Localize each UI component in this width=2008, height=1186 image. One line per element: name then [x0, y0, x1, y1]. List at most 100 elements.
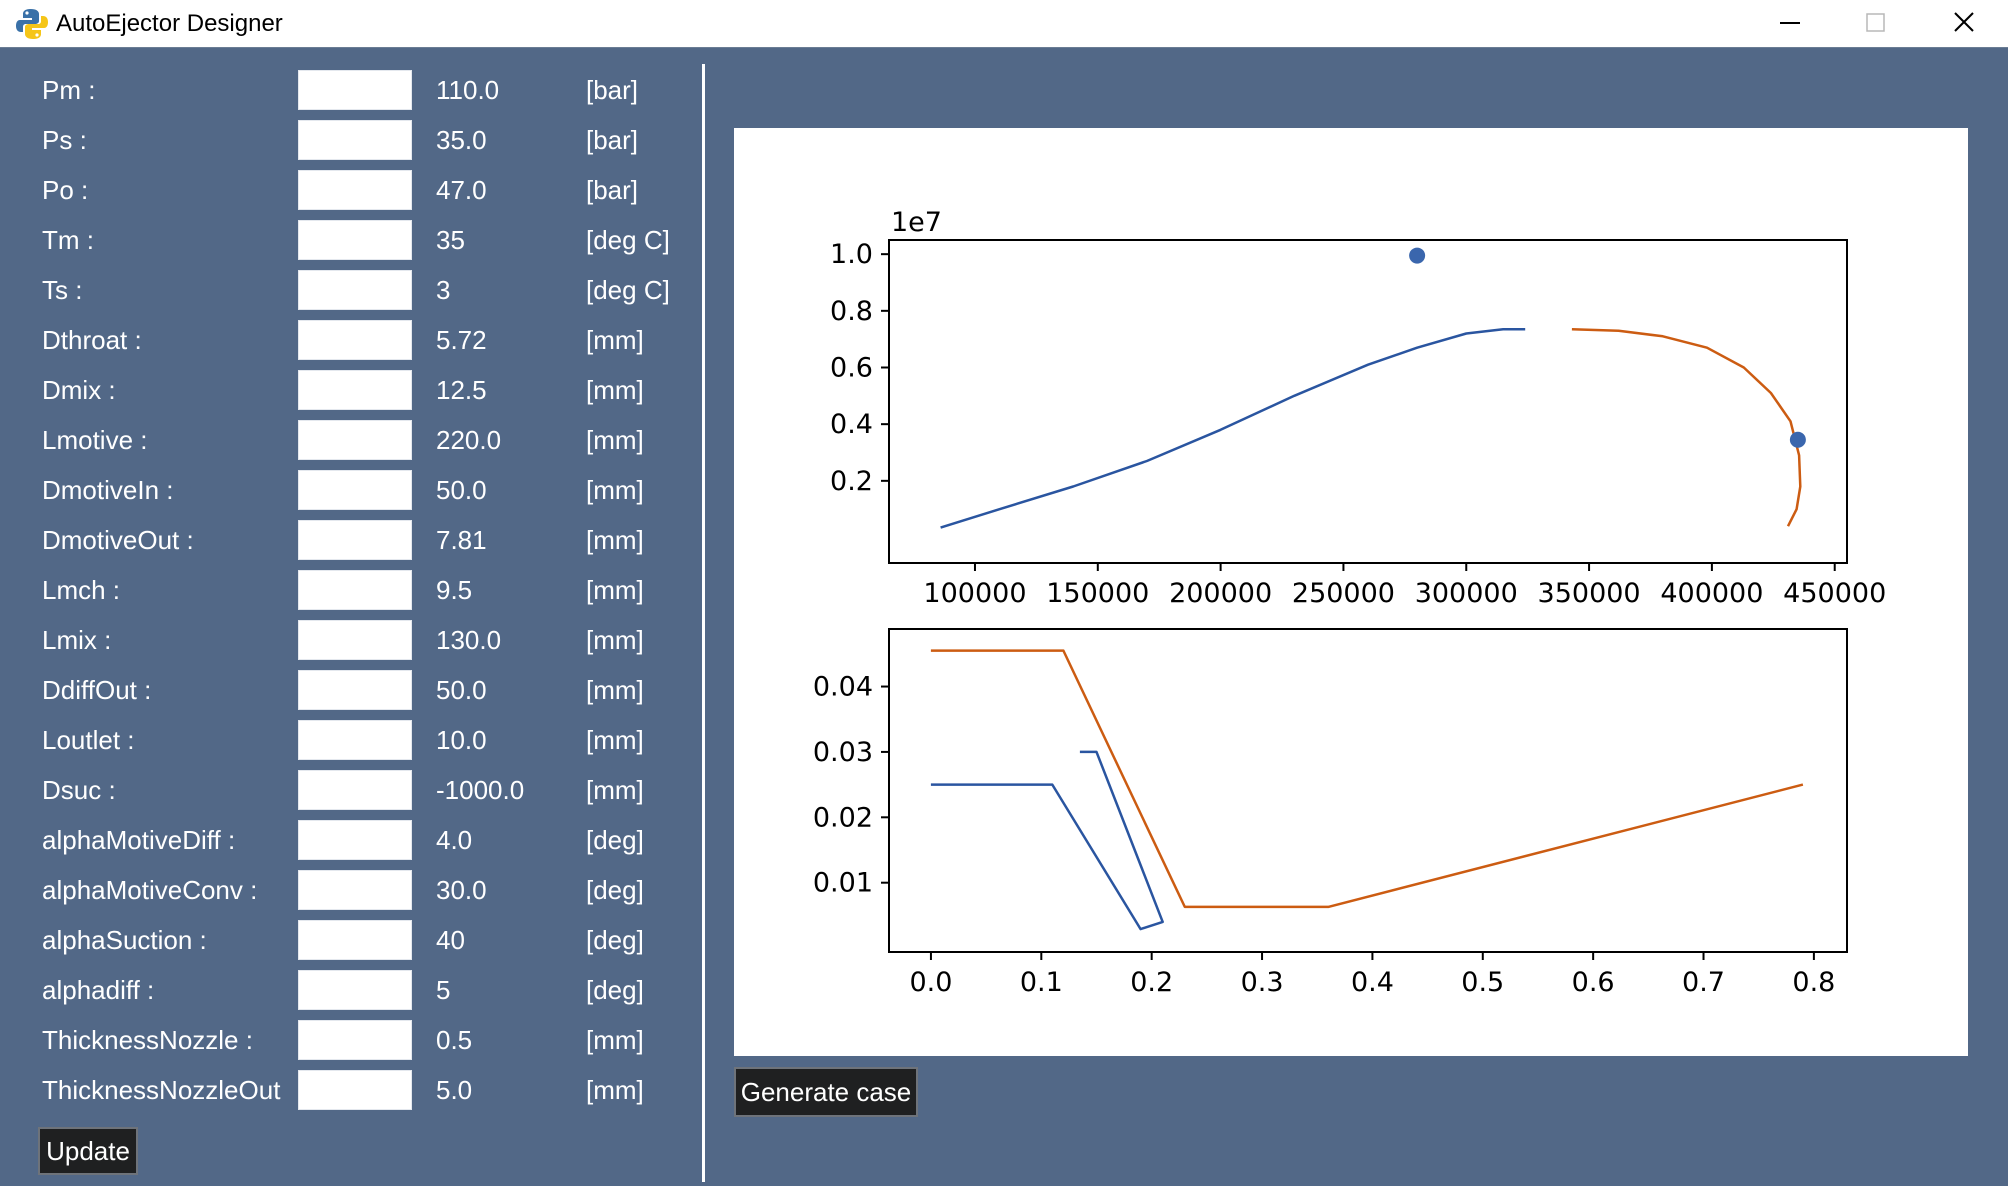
field-row-lmotive: Lmotive : 220.0 [mm] — [0, 415, 700, 465]
field-value: 5 — [436, 975, 451, 1005]
ps-input[interactable] — [298, 120, 412, 160]
data-point — [1789, 431, 1806, 448]
field-label: Po : — [42, 175, 89, 205]
field-value: 10.0 — [436, 725, 487, 755]
dmix-input[interactable] — [298, 370, 412, 410]
plot-frame-2 — [888, 628, 1848, 953]
ddiffout-input[interactable] — [298, 670, 412, 710]
alphamotivediff-input[interactable] — [298, 820, 412, 860]
title-bar: AutoEjector Designer — [0, 0, 2008, 48]
field-label: Lmix : — [42, 625, 112, 655]
field-value: 220.0 — [436, 425, 502, 455]
field-row-alphasuction: alphaSuction : 40 [deg] — [0, 915, 700, 965]
y-tick-label: 0.04 — [813, 672, 873, 703]
field-value: 3 — [436, 275, 451, 305]
dsuc-input[interactable] — [298, 770, 412, 810]
field-label: Tm : — [42, 225, 94, 255]
field-row-alphamotivediff: alphaMotiveDiff : 4.0 [deg] — [0, 815, 700, 865]
alphadiff-input[interactable] — [298, 970, 412, 1010]
alphamotiveconv-input[interactable] — [298, 870, 412, 910]
field-unit: [mm] — [586, 625, 644, 655]
field-unit: [mm] — [586, 1025, 644, 1055]
window-title: AutoEjector Designer — [56, 10, 283, 37]
field-row-dmotivein: DmotiveIn : 50.0 [mm] — [0, 465, 700, 515]
dmotiveout-input[interactable] — [298, 520, 412, 560]
x-tick-label: 350000 — [1538, 578, 1641, 609]
loutlet-input[interactable] — [298, 720, 412, 760]
x-tick-label: 0.6 — [1572, 967, 1615, 998]
y-tick-label: 1.0 — [830, 239, 873, 270]
field-label: ThicknessNozzleOut — [42, 1075, 281, 1105]
field-value: 130.0 — [436, 625, 502, 655]
thicknessnozzle-input[interactable] — [298, 1020, 412, 1060]
tm-input[interactable] — [298, 220, 412, 260]
field-unit: [deg] — [586, 975, 644, 1005]
field-row-ts: Ts : 3 [deg C] — [0, 265, 700, 315]
field-row-pm: Pm : 110.0 [bar] — [0, 65, 700, 115]
thicknessnozzleout-input[interactable] — [298, 1070, 412, 1110]
y-tick-label: 0.4 — [830, 409, 873, 440]
field-row-thicknessnozzle: ThicknessNozzle : 0.5 [mm] — [0, 1015, 700, 1065]
close-button[interactable] — [1934, 4, 1994, 42]
field-label: DdiffOut : — [42, 675, 152, 705]
po-input[interactable] — [298, 170, 412, 210]
field-unit: [mm] — [586, 425, 644, 455]
field-unit: [deg] — [586, 825, 644, 855]
x-tick-label: 0.1 — [1020, 967, 1063, 998]
field-value: 50.0 — [436, 475, 487, 505]
field-unit: [mm] — [586, 325, 644, 355]
field-unit: [mm] — [586, 775, 644, 805]
field-label: DmotiveOut : — [42, 525, 194, 555]
field-value: 4.0 — [436, 825, 473, 855]
field-value: 50.0 — [436, 675, 487, 705]
panel-divider — [702, 64, 705, 1182]
series-line-blue — [930, 750, 1164, 931]
series-line-orange — [930, 649, 1804, 909]
field-row-lmix: Lmix : 130.0 [mm] — [0, 615, 700, 665]
y-offset-text: 1e7 — [891, 207, 942, 238]
generate-case-button[interactable]: Generate case — [734, 1067, 918, 1117]
field-row-dsuc: Dsuc : -1000.0 [mm] — [0, 765, 700, 815]
field-value: -1000.0 — [436, 775, 525, 805]
field-unit: [mm] — [586, 1075, 644, 1105]
x-tick-label: 300000 — [1415, 578, 1518, 609]
field-unit: [deg C] — [586, 275, 670, 305]
alphasuction-input[interactable] — [298, 920, 412, 960]
minimize-button[interactable] — [1760, 4, 1820, 42]
series-line-orange — [1571, 328, 1802, 527]
field-row-ps: Ps : 35.0 [bar] — [0, 115, 700, 165]
field-unit: [mm] — [586, 675, 644, 705]
field-value: 110.0 — [436, 75, 500, 105]
dthroat-input[interactable] — [298, 320, 412, 360]
field-label: Lmotive : — [42, 425, 148, 455]
dmotivein-input[interactable] — [298, 470, 412, 510]
field-value: 5.0 — [436, 1075, 473, 1105]
field-label: Pm : — [42, 75, 96, 105]
field-unit: [bar] — [586, 125, 639, 155]
y-tick-label: 0.2 — [830, 466, 873, 497]
x-tick-label: 0.2 — [1130, 967, 1173, 998]
lmch-input[interactable] — [298, 570, 412, 610]
x-tick-label: 100000 — [923, 578, 1026, 609]
y-tick-label: 0.03 — [813, 737, 873, 768]
plot-frame-1 — [888, 239, 1848, 564]
lmix-input[interactable] — [298, 620, 412, 660]
field-label: Dsuc : — [42, 775, 116, 805]
x-tick-label: 0.4 — [1351, 967, 1394, 998]
field-label: ThicknessNozzle : — [42, 1025, 253, 1055]
update-button[interactable]: Update — [38, 1127, 138, 1175]
lmotive-input[interactable] — [298, 420, 412, 460]
ts-input[interactable] — [298, 270, 412, 310]
field-unit: [deg] — [586, 875, 644, 905]
field-unit: [mm] — [586, 575, 644, 605]
series-line-blue — [940, 328, 1526, 529]
maximize-button[interactable] — [1846, 4, 1906, 42]
x-tick-label: 0.7 — [1682, 967, 1725, 998]
x-tick-label: 0.0 — [909, 967, 952, 998]
field-row-thicknessnozzleout: ThicknessNozzleOut 5.0 [mm] — [0, 1065, 700, 1115]
field-value: 0.5 — [436, 1025, 473, 1055]
plot-figure: 100000 150000 200000 250000 300000 350000 4000… — [813, 207, 1886, 998]
pm-input[interactable] — [298, 70, 412, 110]
field-label: alphaSuction : — [42, 925, 207, 955]
field-label: Ts : — [42, 275, 83, 305]
